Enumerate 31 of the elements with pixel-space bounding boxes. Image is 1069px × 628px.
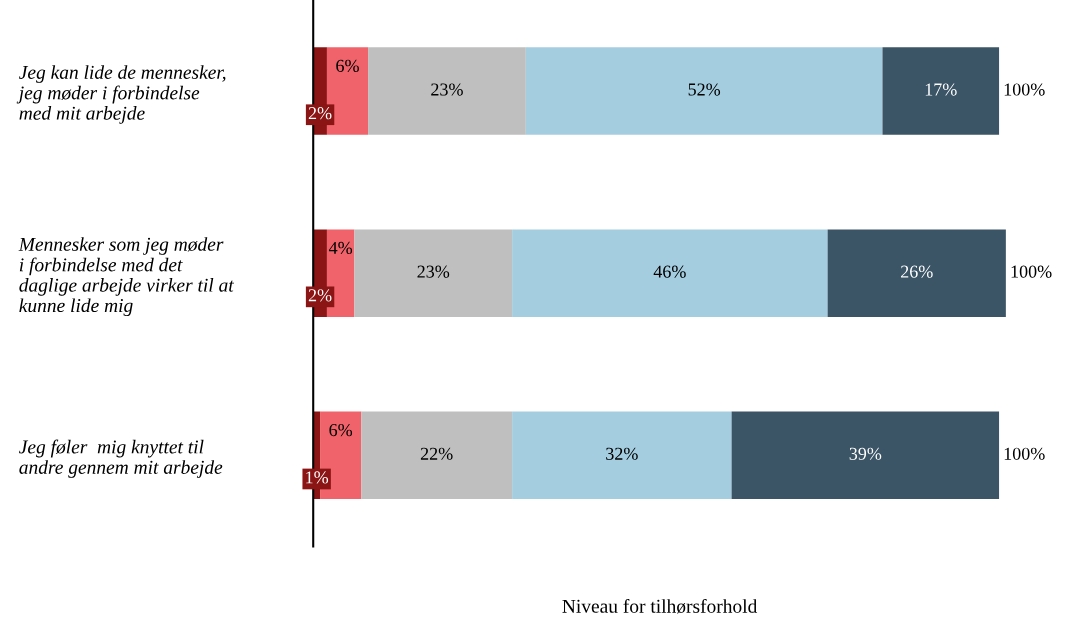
total-label: 100% (1011, 265, 1052, 278)
y-tick-label: Jeg kan lide de mennesker, jeg møder i forbindelse med mit arbejde (16, 65, 226, 124)
bar (354, 229, 513, 317)
bar (361, 411, 513, 500)
bar (512, 229, 828, 317)
x-axis-title: Niveau for tilhørsforhold (562, 598, 758, 614)
y-tick-label: Mennesker som jeg møder i forbindelse med det daglige arbejde virker til at kunne lide mig (18, 237, 235, 317)
data-label: 6% (336, 59, 359, 72)
y-tick-label: Jeg føler mig knyttet til andre gennem mit arbejde (19, 439, 223, 478)
data-label: 32% (606, 447, 638, 460)
data-label: 23% (417, 265, 450, 278)
data-label: 4% (328, 241, 353, 255)
data-label: 6% (329, 423, 353, 437)
data-label: 2% (308, 289, 332, 302)
data-label: 26% (901, 265, 933, 278)
data-label: 1% (306, 471, 329, 484)
data-label: 39% (849, 447, 882, 460)
bar (827, 229, 1006, 317)
bar (882, 47, 1000, 135)
data-label: 52% (688, 83, 721, 96)
data-label: 2% (308, 107, 332, 120)
data-label: 17% (925, 83, 957, 96)
data-label: 23% (431, 83, 463, 96)
data-label: 46% (653, 265, 686, 278)
total-label: 100% (1004, 447, 1045, 460)
bar (525, 47, 883, 135)
bar (512, 411, 732, 500)
bar (368, 47, 526, 135)
total-label: 100% (1004, 83, 1045, 96)
data-label: 22% (420, 447, 453, 460)
bar (731, 411, 1000, 500)
